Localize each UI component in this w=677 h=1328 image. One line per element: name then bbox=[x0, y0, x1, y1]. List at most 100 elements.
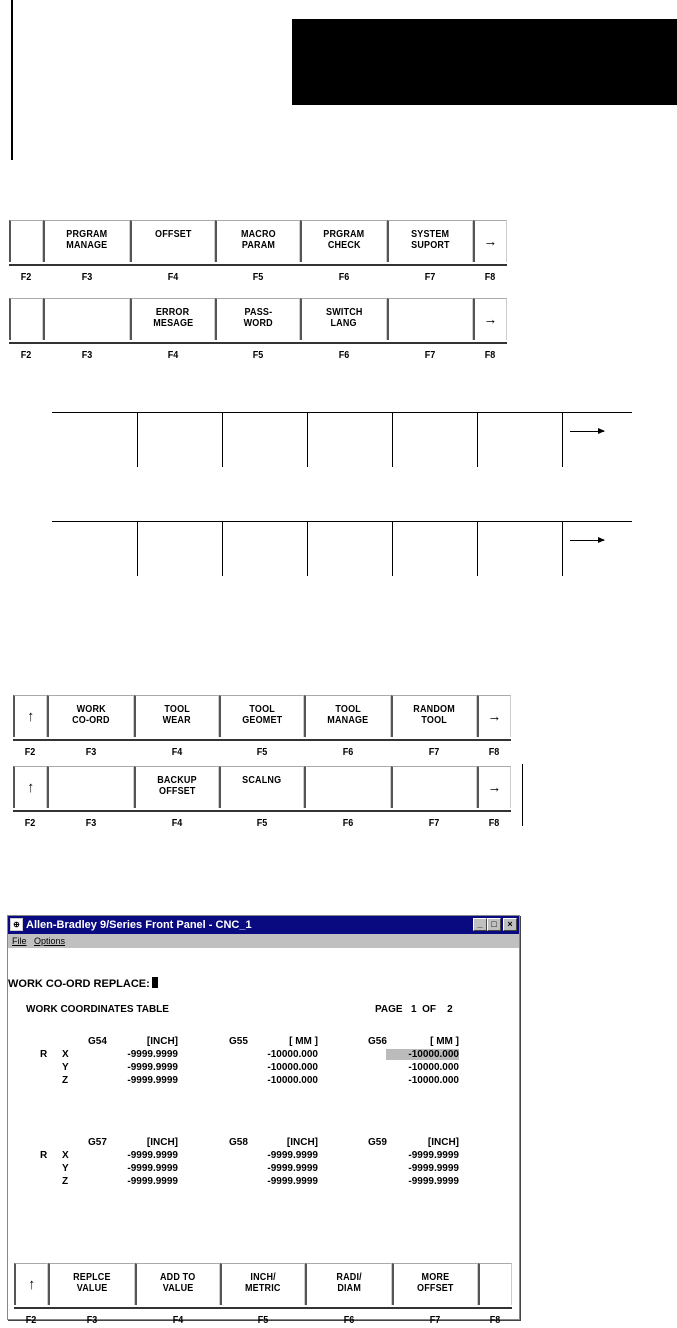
softkey-f4[interactable]: BACKUP OFFSET bbox=[134, 766, 219, 808]
softkey-f6[interactable]: TOOL MANAGE bbox=[304, 695, 391, 737]
row-prefix: R bbox=[40, 1049, 48, 1060]
softkey-f3[interactable] bbox=[47, 766, 134, 808]
up-softkey-button[interactable]: ↑ bbox=[13, 766, 47, 808]
coordinate-value-text: -9999.9999 bbox=[408, 1163, 459, 1174]
coordinate-value[interactable]: -9999.9999 bbox=[88, 1163, 178, 1174]
softkey-f4[interactable]: ADD TO VALUE bbox=[135, 1263, 220, 1305]
axis-label: Z bbox=[62, 1075, 69, 1086]
coordinate-value[interactable]: -9999.9999 bbox=[369, 1150, 459, 1161]
coordinate-value-text: -9999.9999 bbox=[127, 1163, 178, 1174]
function-key-label: F4 bbox=[171, 747, 182, 758]
softkey-label: SCALNG bbox=[242, 775, 282, 786]
softkey-label: PRGRAM bbox=[323, 229, 365, 240]
function-key-label: F4 bbox=[172, 1315, 183, 1326]
softkey-label: BACKUP bbox=[157, 775, 197, 786]
softkey-f2[interactable] bbox=[9, 298, 43, 340]
softkey-f5[interactable]: INCH/METRIC bbox=[220, 1263, 305, 1305]
softkey-label: SUPORT bbox=[411, 240, 450, 251]
softkey-label: MANAGE bbox=[66, 240, 108, 251]
softkey-f5[interactable]: SCALNG bbox=[219, 766, 304, 808]
up-softkey-button[interactable]: ↑ bbox=[13, 695, 47, 737]
softkey-f7[interactable]: SYSTEM SUPORT bbox=[387, 220, 473, 262]
next-softkey-button[interactable]: → bbox=[477, 695, 511, 737]
next-softkey-button[interactable]: → bbox=[477, 766, 511, 808]
softkey-f4[interactable]: OFFSET bbox=[130, 220, 215, 262]
function-key-label: F6 bbox=[338, 272, 349, 283]
minimize-button[interactable]: _ bbox=[473, 918, 487, 931]
function-key-label: F5 bbox=[256, 747, 267, 758]
softkey-f5[interactable]: MACRO PARAM bbox=[215, 220, 300, 262]
coordinate-value[interactable]: -9999.9999 bbox=[88, 1062, 178, 1073]
coordinate-value[interactable]: -10000.000 bbox=[369, 1062, 459, 1073]
softkey-f7[interactable]: MORE OFFSET bbox=[392, 1263, 478, 1305]
softkey-f8[interactable] bbox=[478, 1263, 512, 1305]
coordinate-value[interactable]: -9999.9999 bbox=[228, 1150, 318, 1161]
softkey-row: ERROR MESAGE PASS- WORD SWITCH LANG → bbox=[9, 298, 507, 344]
coordinate-value[interactable]: -9999.9999 bbox=[88, 1075, 178, 1086]
function-key-label: F2 bbox=[24, 818, 36, 829]
softkey-label: OFFSET bbox=[417, 1283, 454, 1294]
softkey-f6[interactable]: PRGRAM CHECK bbox=[300, 220, 387, 262]
softkey-label: TOOL bbox=[335, 704, 361, 715]
coordinate-value[interactable]: -9999.9999 bbox=[369, 1163, 459, 1174]
softkey-f7[interactable] bbox=[387, 298, 473, 340]
coordinate-value[interactable]: -9999.9999 bbox=[228, 1163, 318, 1174]
coordinate-value-text: -9999.9999 bbox=[127, 1176, 178, 1187]
coordinate-value[interactable]: -9999.9999 bbox=[88, 1150, 178, 1161]
front-panel-window: ⊕ Allen-Bradley 9/Series Front Panel - C… bbox=[7, 915, 520, 1326]
softkey-label: OFFSET bbox=[158, 786, 196, 797]
coordinate-value[interactable]: -10000.000 bbox=[228, 1062, 318, 1073]
softkey-f5[interactable]: PASS- WORD bbox=[215, 298, 300, 340]
softkey-f3[interactable]: REPLCE VALUE bbox=[48, 1263, 135, 1305]
next-softkey-button[interactable]: → bbox=[473, 298, 507, 340]
function-key-label: F3 bbox=[81, 350, 92, 361]
menu-options[interactable]: Options bbox=[34, 936, 66, 946]
menu-file[interactable]: File bbox=[12, 936, 27, 946]
coordinate-value[interactable]: -10000.000 bbox=[369, 1075, 459, 1086]
function-key-label: F3 bbox=[85, 747, 96, 758]
softkey-label: MANAGE bbox=[327, 715, 369, 726]
softkey-row: PRGRAM MANAGE OFFSET MACRO PARAM PRGRAM CHECK S… bbox=[9, 220, 507, 266]
softkey-f3[interactable] bbox=[43, 298, 130, 340]
coordinate-value[interactable]: -9999.9999 bbox=[228, 1176, 318, 1187]
next-softkey-button[interactable]: → bbox=[473, 220, 507, 262]
function-key-label: F6 bbox=[342, 747, 353, 758]
softkey-f2[interactable] bbox=[9, 220, 43, 262]
coordinate-value-text: -9999.9999 bbox=[127, 1150, 178, 1161]
coordinate-value[interactable]: -9999.9999 bbox=[88, 1176, 178, 1187]
function-key-label: F4 bbox=[171, 818, 182, 829]
coordinate-value[interactable]: -9999.9999 bbox=[369, 1176, 459, 1187]
arrow-up-icon: ↑ bbox=[28, 1276, 35, 1293]
maximize-button[interactable]: □ bbox=[487, 918, 501, 931]
softkey-label: VALUE bbox=[162, 1283, 194, 1294]
function-key-label: F4 bbox=[167, 272, 178, 283]
softkey-f7[interactable] bbox=[391, 766, 477, 808]
coordinate-value-text: -9999.9999 bbox=[267, 1163, 318, 1174]
coordinate-value-text: -9999.9999 bbox=[127, 1049, 178, 1060]
softkey-f6[interactable]: RADI/DIAM bbox=[305, 1263, 392, 1305]
up-softkey-button[interactable]: ↑ bbox=[14, 1263, 48, 1305]
softkey-f7[interactable]: RANDOM TOOL bbox=[391, 695, 477, 737]
arrow-right-icon: → bbox=[483, 233, 498, 250]
offset-code: G58 bbox=[229, 1137, 248, 1148]
softkey-f6[interactable]: SWITCH LANG bbox=[300, 298, 387, 340]
coordinate-value[interactable]: -10000.000 bbox=[228, 1075, 318, 1086]
unit-label: [INCH] bbox=[427, 1137, 459, 1148]
softkey-label: SWITCH bbox=[325, 307, 363, 318]
coordinate-value[interactable]: -10000.000 bbox=[369, 1049, 459, 1060]
close-button[interactable]: × bbox=[503, 918, 517, 931]
softkey-f5[interactable]: TOOL GEOMET bbox=[219, 695, 304, 737]
arrow-right-icon: → bbox=[487, 779, 502, 796]
softkey-f3[interactable]: PRGRAM MANAGE bbox=[43, 220, 130, 262]
coordinate-value[interactable]: -9999.9999 bbox=[88, 1049, 178, 1060]
prompt-line[interactable]: WORK CO-ORD REPLACE: bbox=[8, 977, 158, 990]
function-key-label: F5 bbox=[257, 1315, 268, 1326]
softkey-f3[interactable]: WORK CO-ORD bbox=[47, 695, 134, 737]
softkey-f4[interactable]: TOOL WEAR bbox=[134, 695, 219, 737]
coordinate-value[interactable]: -10000.000 bbox=[228, 1049, 318, 1060]
function-key-label: F2 bbox=[20, 350, 32, 361]
softkey-f4[interactable]: ERROR MESAGE bbox=[130, 298, 215, 340]
coordinate-value-text: -10000.000 bbox=[386, 1049, 459, 1060]
softkey-label: ERROR bbox=[156, 307, 190, 318]
softkey-f6[interactable] bbox=[304, 766, 391, 808]
